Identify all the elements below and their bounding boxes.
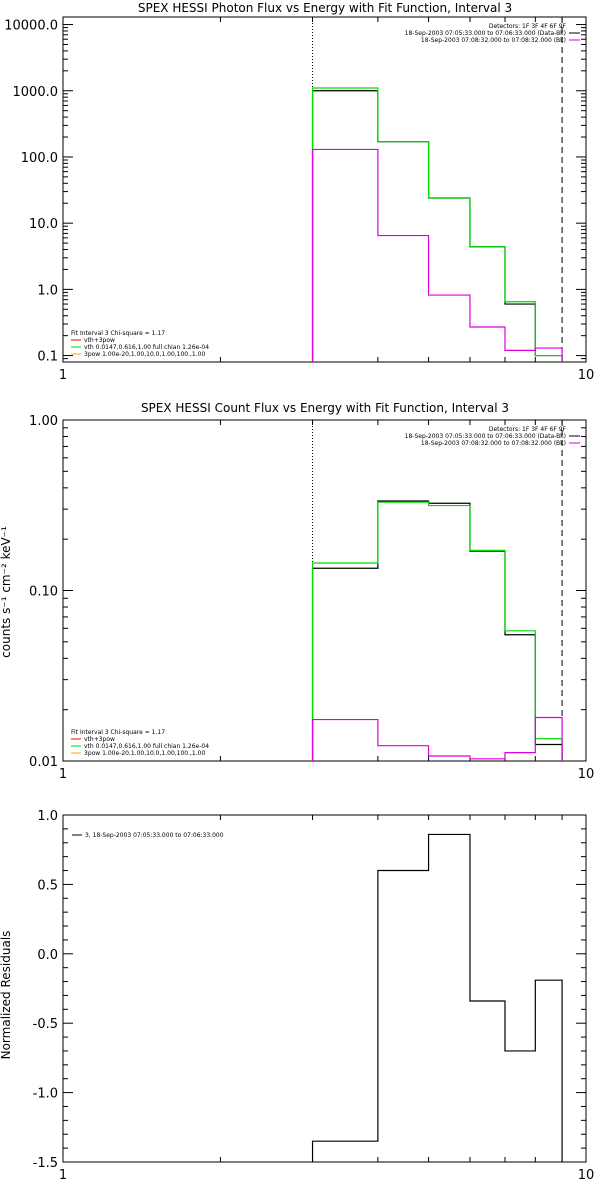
legend-entry: Fit Interval 3 Chi-square = 1.17	[71, 729, 165, 736]
photon-flux-marks: 1 10 0.1 1.0 10.0 100.0 1000.0 10000.0 Detectors…	[4, 17, 594, 383]
photon-flux-axes-frame	[62, 16, 587, 363]
residuals-axes-frame	[62, 814, 587, 1163]
y-tick-label: 100.0	[21, 151, 58, 166]
y-tick-label: 1.0	[37, 283, 58, 298]
series-step-line	[311, 716, 563, 761]
legend-entry: 18-Sep-2003 07:08:32.000 to 07:08:32.000…	[421, 440, 566, 447]
legend-entry: 18-Sep-2003 07:05:33.000 to 07:06:33.000…	[405, 30, 566, 37]
series-step-line	[311, 501, 563, 761]
legend-entry: 3, 18-Sep-2003 07:05:33.000 to 07:06:33.…	[85, 832, 224, 839]
photon-flux-panel: SPEX HESSI Photon Flux vs Energy with Fi…	[4, 1, 594, 383]
y-tick-label: 1.0	[37, 809, 58, 824]
legend-entry: Detectors: 1F 3F 4F 6F 9F	[489, 426, 567, 433]
x-tick-label: 10	[578, 1168, 595, 1183]
legend-entry: Fit Interval 3 Chi-square = 1.17	[71, 330, 165, 337]
count-flux-panel: SPEX HESSI Count Flux vs Energy with Fit…	[0, 401, 594, 782]
x-tick-label: 1	[59, 767, 67, 782]
series-step-line	[311, 148, 563, 362]
legend-entry: 3pow 1.00e-20,1.00,10.0,1.00,100.,1.00	[84, 750, 205, 757]
y-tick-label: 0.0	[37, 948, 58, 963]
count-flux-title: SPEX HESSI Count Flux vs Energy with Fit…	[141, 401, 509, 415]
x-tick-label: 1	[59, 1168, 67, 1183]
legend-entry: 3pow 1.00e-20,1.00,10.0,1.00,100.,1.00	[84, 351, 205, 358]
y-tick-label: 0.10	[29, 585, 58, 600]
series-step-line	[311, 833, 563, 1162]
legend-entry: 18-Sep-2003 07:08:32.000 to 07:08:32.000…	[421, 37, 566, 44]
y-tick-label: 0.5	[37, 878, 58, 893]
series-step-line	[311, 87, 563, 362]
y-tick-label: 0.01	[29, 755, 58, 770]
y-tick-label: 1.00	[29, 414, 58, 429]
legend-entry: vth+3pow	[84, 736, 115, 743]
y-tick-label: -1.0	[33, 1087, 58, 1102]
residuals-marks: 1 10 -1.5 -1.0 -0.5 0.0 0.5 1.0 3, 18-Sep-2003 0…	[33, 809, 595, 1183]
x-tick-label: 1	[59, 368, 67, 383]
series-step-line	[311, 90, 563, 362]
y-tick-label: 10000.0	[4, 19, 58, 34]
y-tick-label: 10.0	[29, 217, 58, 232]
x-tick-label: 10	[578, 767, 595, 782]
residuals-y-axis-label: Normalized Residuals	[0, 931, 13, 1060]
legend-entry: vth 0.0147,0.616,1.00 full chian 1.26e-0…	[84, 743, 209, 750]
y-tick-label: 1000.0	[13, 85, 59, 100]
count-flux-axes-frame	[62, 419, 587, 762]
legend-entry: vth 0.0147,0.616,1.00 full chian 1.26e-0…	[84, 344, 209, 351]
y-tick-label: -1.5	[33, 1156, 58, 1171]
y-tick-label: 0.1	[37, 350, 58, 365]
y-tick-label: -0.5	[33, 1017, 58, 1032]
photon-flux-title: SPEX HESSI Photon Flux vs Energy with Fi…	[138, 1, 512, 15]
legend-entry: Detectors: 1F 3F 4F 6F 9F	[489, 23, 567, 30]
x-tick-label: 10	[578, 368, 595, 383]
legend-entry: vth+3pow	[84, 337, 115, 344]
count-flux-y-axis-label: counts s⁻¹ cm⁻² keV⁻¹	[0, 526, 13, 658]
count-flux-marks: 1 10 0.01 0.10 1.00 Detectors: 1F 3F 4F 6F 9F…	[29, 414, 594, 782]
residuals-panel: Normalized Residuals 1 10 -1.5 -1.0 -0.5 0.0 0…	[0, 809, 594, 1183]
legend-entry: 18-Sep-2003 07:05:33.000 to 07:06:33.000…	[405, 433, 566, 440]
